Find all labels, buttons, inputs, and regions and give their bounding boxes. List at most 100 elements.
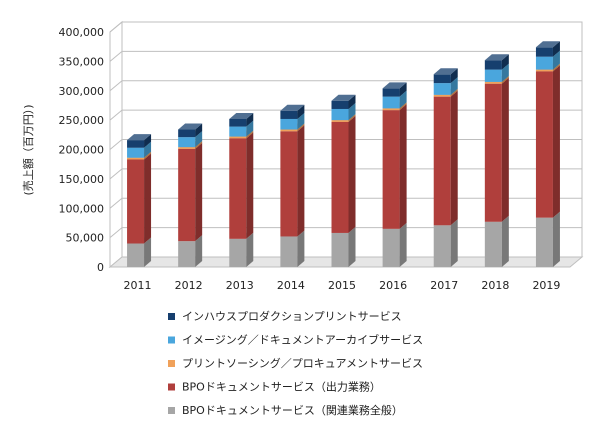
bar-front — [127, 148, 144, 158]
legend-swatch — [168, 407, 175, 414]
y-tick-label: 400,000 — [59, 26, 105, 39]
bar-segment — [178, 143, 202, 241]
bar-front — [332, 233, 349, 267]
bar-front — [434, 97, 451, 226]
bar-front — [383, 97, 400, 109]
legend-swatch — [168, 337, 175, 344]
bar-side — [246, 132, 253, 238]
bar-front — [127, 159, 144, 243]
bar-side — [297, 230, 304, 267]
bar-front — [485, 70, 502, 82]
y-tick-label: 300,000 — [59, 85, 105, 98]
bar-side — [451, 219, 458, 267]
bar-front — [178, 147, 195, 149]
bar-front — [485, 84, 502, 222]
x-tick-label: 2011 — [124, 279, 152, 292]
bar-front — [178, 130, 195, 138]
legend-item: BPOドキュメントサービス（関連業務全般） — [168, 403, 403, 417]
bar-segment — [280, 125, 304, 236]
bar-front — [229, 127, 246, 137]
bar-side — [502, 78, 509, 222]
y-tick-label: 0 — [97, 261, 104, 274]
y-tick-label: 50,000 — [66, 232, 105, 245]
bar-side — [502, 216, 509, 267]
legend-swatch — [168, 313, 175, 320]
legend-label: インハウスプロダクションプリントサービス — [182, 309, 402, 323]
bar-segment — [485, 78, 509, 222]
x-tick-label: 2013 — [226, 279, 254, 292]
legend-item: プリントソーシング／プロキュアメントサービス — [168, 356, 423, 370]
bar-front — [127, 140, 144, 148]
x-tick-label: 2016 — [379, 279, 407, 292]
bar-front — [332, 120, 349, 122]
bar-side — [144, 153, 151, 243]
y-tick-label: 200,000 — [59, 144, 105, 157]
bar-front — [178, 149, 195, 241]
bar-front — [485, 222, 502, 267]
bar-front — [485, 82, 502, 84]
bar-front — [229, 239, 246, 267]
bar-side — [400, 223, 407, 267]
legend: インハウスプロダクションプリントサービスイメージング／ドキュメントアーカイブサー… — [168, 309, 423, 417]
bar-side — [246, 233, 253, 267]
bar-front — [536, 47, 553, 56]
bar-segment — [332, 227, 356, 267]
x-tick-label: 2012 — [175, 279, 203, 292]
y-axis-ticks: 0 50,000 100,000 150,000 200,000 250,000 300,0… — [59, 26, 105, 274]
bar-front — [280, 111, 297, 119]
bar-front — [127, 158, 144, 160]
bar-segment — [434, 91, 458, 226]
bar-front — [229, 138, 246, 238]
y-tick-label: 100,000 — [59, 202, 105, 215]
bar-front — [332, 122, 349, 233]
bar-front — [536, 71, 553, 217]
bar-side — [400, 104, 407, 229]
legend-item: インハウスプロダクションプリントサービス — [168, 309, 402, 323]
x-tick-label: 2014 — [277, 279, 305, 292]
bar-front — [383, 110, 400, 229]
bar-side — [553, 212, 560, 267]
bar-side — [553, 65, 560, 217]
bar-front — [332, 109, 349, 120]
legend-item: BPOドキュメントサービス（出力業務） — [168, 380, 381, 394]
x-tick-label: 2019 — [532, 279, 560, 292]
bar-segment — [332, 116, 356, 233]
bar-front — [485, 60, 502, 69]
bar-segment — [485, 216, 509, 267]
bar-front — [434, 225, 451, 267]
bar-front — [536, 218, 553, 267]
x-axis-ticks: 2011 2012 2013 2014 2015 2016 2017 2018 2019 — [124, 279, 561, 292]
bar-front — [536, 57, 553, 70]
bar-segment — [229, 132, 253, 238]
legend-label: イメージング／ドキュメントアーカイブサービス — [182, 333, 423, 347]
bar-front — [178, 241, 195, 267]
legend-label: BPOドキュメントサービス（関連業務全般） — [182, 403, 403, 417]
bar-front — [383, 88, 400, 96]
bar-segment — [536, 65, 560, 217]
bar-front — [229, 137, 246, 139]
bar-front — [383, 229, 400, 267]
bar-front — [178, 137, 195, 147]
bar-front — [280, 236, 297, 267]
x-tick-label: 2018 — [481, 279, 509, 292]
bar-front — [434, 83, 451, 95]
legend-item: イメージング／ドキュメントアーカイブサービス — [168, 333, 423, 347]
legend-swatch — [168, 360, 175, 367]
y-tick-label: 350,000 — [59, 55, 105, 68]
bar-segment — [127, 153, 151, 243]
bar-side — [349, 116, 356, 233]
bar-segment — [434, 219, 458, 267]
bar-front — [332, 101, 349, 109]
bar-front — [434, 95, 451, 97]
bar-front — [127, 244, 144, 268]
bar-side — [195, 143, 202, 241]
y-tick-label: 250,000 — [59, 114, 105, 127]
bar-front — [434, 74, 451, 83]
x-tick-label: 2015 — [328, 279, 356, 292]
bar-front — [536, 70, 553, 72]
y-axis-label: (売上額（百万円）) — [22, 104, 35, 195]
legend-swatch — [168, 384, 175, 391]
bar-front — [383, 108, 400, 110]
y-tick-label: 150,000 — [59, 173, 105, 186]
